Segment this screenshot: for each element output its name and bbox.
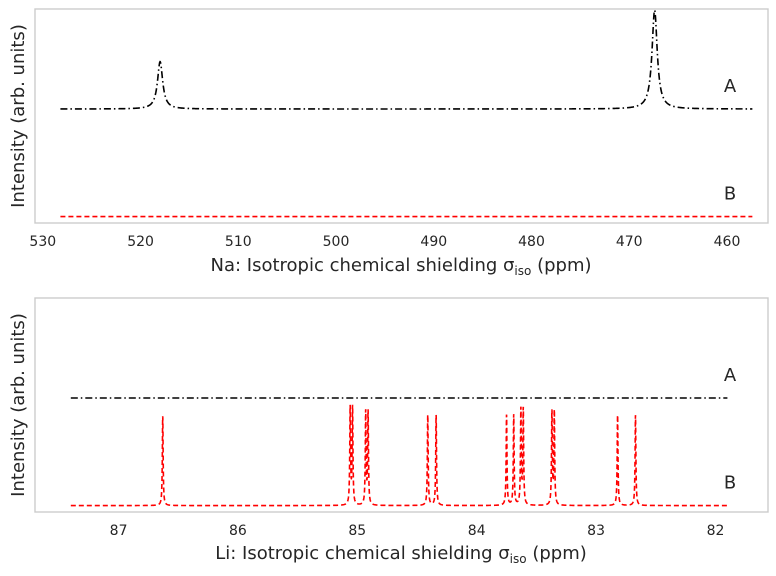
na-traces [60,8,753,218]
na-series-a-label: A [724,76,737,97]
na-x-tick-label: 470 [616,234,643,250]
li-series-a-label: A [724,365,737,386]
na-series-b-label: B [724,184,736,205]
na-x-tick-label: 500 [323,234,350,250]
li-y-axis-label: Intensity (arb. units) [8,313,29,497]
li-x-axis-label-main: Li: Isotropic chemical shielding σ [215,543,509,564]
na-panel: 530 520 510 500 490 480 470 460 AB Na: Isotropi… [8,8,769,278]
na-x-axis-label-main: Na: Isotropic chemical shielding σ [210,255,514,276]
li-traces [70,397,728,507]
li-trace-labels: AB [724,365,737,494]
na-x-axis-label: Na: Isotropic chemical shielding σiso (p… [210,255,591,278]
na-x-tick-label: 490 [420,234,447,250]
li-x-axis-label-subscript: iso [510,552,527,566]
li-x-axis-label: Li: Isotropic chemical shielding σiso (p… [215,543,587,566]
li-x-tick-label: 85 [348,523,366,539]
li-plot-frame [34,297,769,513]
li-x-tick-label: 84 [468,523,486,539]
li-x-axis-label-suffix: (ppm) [527,543,587,564]
li-panel: 87 86 85 84 83 82 AB Li: Isotropic chemical s… [8,297,769,566]
li-x-tick-label: 83 [587,523,605,539]
li-x-tick-label: 86 [229,523,247,539]
na-x-ticks: 530 520 510 500 490 480 470 460 [29,234,740,250]
li-series-b-label: B [724,473,736,494]
na-x-tick-label: 520 [127,234,154,250]
na-x-tick-label: 460 [714,234,741,250]
na-trace-labels: AB [724,76,737,205]
na-x-axis-label-suffix: (ppm) [531,255,591,276]
na-x-tick-label: 510 [225,234,252,250]
li-series-b-line [70,404,728,507]
na-plot-frame [34,8,769,224]
na-x-axis-label-subscript: iso [514,264,531,278]
na-x-tick-label: 530 [29,234,56,250]
na-y-axis-label: Intensity (arb. units) [8,24,29,208]
li-x-ticks: 87 86 85 84 83 82 [110,523,725,539]
li-x-tick-label: 87 [110,523,128,539]
li-x-tick-label: 82 [707,523,725,539]
na-x-tick-label: 480 [518,234,545,250]
